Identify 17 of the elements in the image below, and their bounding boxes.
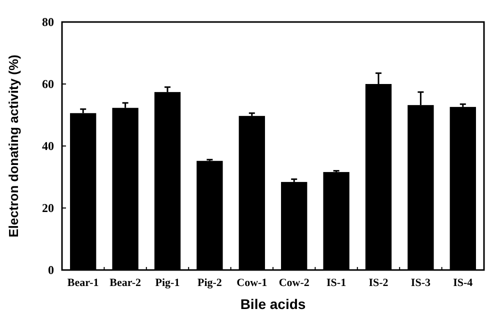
x-tick-label: IS-1 <box>326 276 346 289</box>
x-tick-label: Pig-1 <box>155 276 180 289</box>
y-tick-label: 20 <box>42 200 54 215</box>
y-tick-label: 60 <box>42 76 54 91</box>
x-tick-label: Cow-1 <box>236 276 268 289</box>
x-tick-label: Bear-1 <box>67 276 99 289</box>
x-tick-label: IS-4 <box>453 276 474 289</box>
x-tick-label: IS-2 <box>368 276 389 289</box>
y-tick-label: 0 <box>48 262 54 277</box>
y-tick-label: 40 <box>42 138 54 153</box>
x-tick-label: Bear-2 <box>110 276 142 289</box>
y-tick-label: 80 <box>42 14 54 29</box>
x-axis-title: Bile acids <box>240 296 306 312</box>
x-tick-label: Pig-2 <box>197 276 222 289</box>
x-tick-label: Cow-2 <box>278 276 310 289</box>
y-axis-title: Electron donating activity (%) <box>6 54 21 238</box>
x-tick-label: IS-3 <box>410 276 431 289</box>
